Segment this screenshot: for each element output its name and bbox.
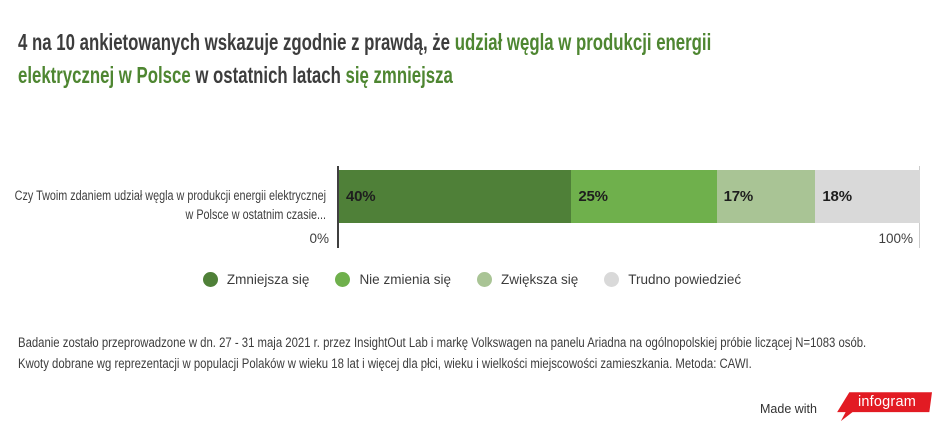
title-part-accent: się zmniejsza [345, 62, 453, 88]
question-label: Czy Twoim zdaniem udział węgla w produkc… [14, 188, 326, 222]
infogram-wordmark: infogram [857, 394, 916, 410]
axis-label-min: 0% [309, 231, 329, 246]
bar-segment-trudno-powiedziec[interactable]: 18% [815, 170, 920, 223]
segment-value-label: 25% [578, 188, 608, 205]
legend-label: Trudno powiedzieć [628, 272, 742, 287]
legend-label: Zmniejsza się [226, 272, 310, 287]
methodology-footnote: Badanie zostało przeprowadzone w dn. 27 … [18, 335, 944, 377]
legend-dot-icon [202, 272, 218, 287]
bar-segment-zmniejsza-sie[interactable]: 40% [339, 170, 572, 223]
y-axis-line [337, 166, 339, 248]
bar-segment-zwieksza-sie[interactable]: 17% [716, 170, 816, 223]
footnote-line-2: Kwoty dobrane wg reprezentacji w populac… [18, 356, 752, 371]
legend-item-zwieksza-sie[interactable]: Zwiększa się [476, 272, 579, 287]
title-part: w ostatnich latach [190, 62, 346, 88]
infogram-logo-badge[interactable]: infogram [837, 392, 932, 422]
legend-label: Zwiększa się [500, 272, 579, 287]
title-part-accent: udział węgla w produkcji energii elektry… [18, 29, 712, 88]
legend-item-trudno-powiedziec[interactable]: Trudno powiedzieć [604, 272, 741, 287]
axis-label-max: 100% [878, 231, 913, 246]
bar-segment-nie-zmienia-sie[interactable]: 25% [571, 170, 717, 223]
footnote-line-1: Badanie zostało przeprowadzone w dn. 27 … [18, 335, 867, 350]
made-with-label: Made with [760, 401, 817, 416]
segment-value-label: 40% [346, 188, 376, 205]
segment-value-label: 17% [723, 188, 754, 205]
legend: Zmniejsza się Nie zmienia się Zwiększa s… [0, 272, 944, 287]
made-with-infogram: Made with infogram [760, 391, 932, 422]
legend-dot-icon [604, 272, 620, 287]
legend-item-nie-zmienia-sie[interactable]: Nie zmienia się [335, 272, 451, 287]
legend-item-zmniejsza-sie[interactable]: Zmniejsza się [202, 272, 310, 287]
legend-dot-icon [476, 272, 492, 287]
title-part: 4 na 10 ankietowanych wskazuje zgodnie z… [18, 29, 455, 55]
stacked-bar: 40% 25% 17% 18% [339, 170, 920, 223]
legend-dot-icon [335, 272, 351, 287]
chart-title: 4 na 10 ankietowanych wskazuje zgodnie z… [18, 26, 719, 92]
legend-label: Nie zmienia się [359, 272, 451, 287]
segment-value-label: 18% [822, 188, 852, 205]
